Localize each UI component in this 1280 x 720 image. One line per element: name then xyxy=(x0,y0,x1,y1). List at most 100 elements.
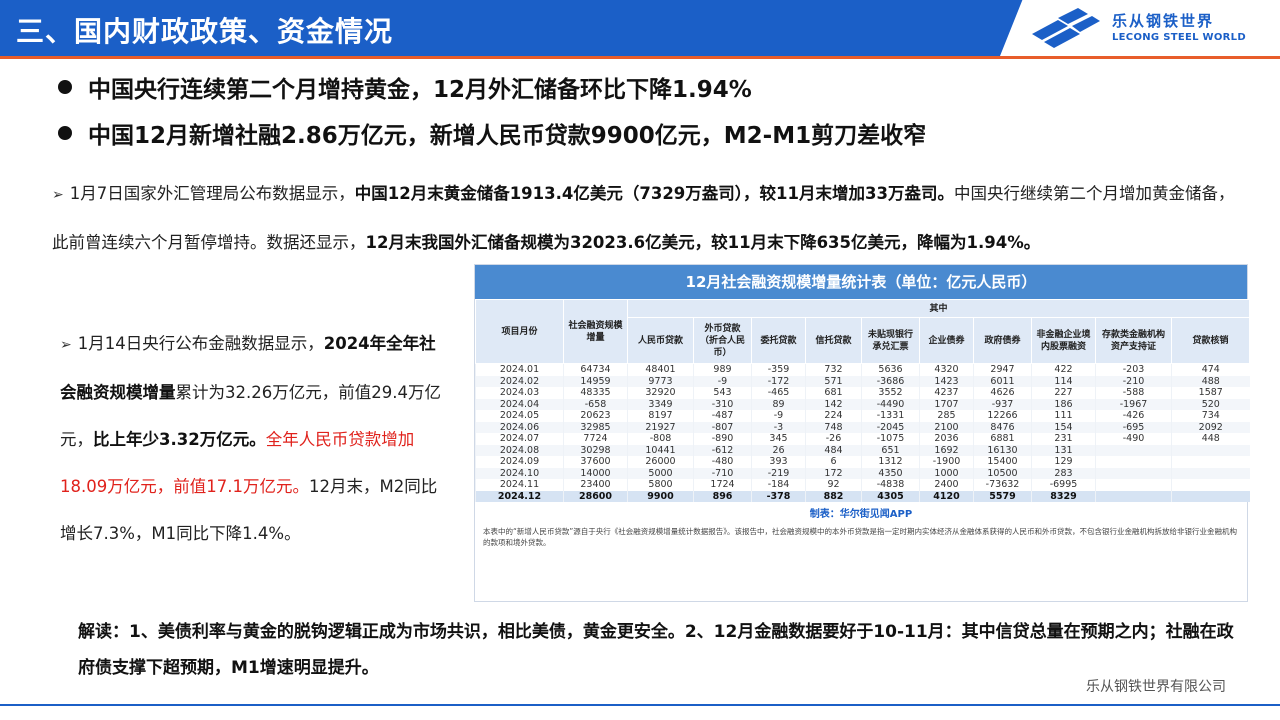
table-cell: 2024.09 xyxy=(475,456,564,468)
table-header-cell: 政府债券 xyxy=(973,317,1032,364)
table-cell: 1000 xyxy=(919,467,974,479)
table-cell xyxy=(1095,444,1172,456)
table-cell: 23400 xyxy=(563,479,628,491)
table-cell: -9 xyxy=(751,410,806,422)
table-cell: 111 xyxy=(1031,410,1096,422)
table-cell: 4237 xyxy=(919,387,974,399)
table-cell: -426 xyxy=(1095,410,1172,422)
table-cell: -4838 xyxy=(861,479,920,491)
table-cell: -219 xyxy=(751,467,806,479)
bullet-icon xyxy=(58,80,72,94)
table-cell: 26000 xyxy=(627,456,694,468)
table-cell: -487 xyxy=(693,410,752,422)
table-note: 本表中的“新增人民币贷款”源自于央行《社会融资规模增量统计数据报告》。该报告中，… xyxy=(483,527,1238,547)
table-cell: 2024.10 xyxy=(475,467,564,479)
table-cell: 520 xyxy=(1170,398,1250,410)
table-row: 2024.03 48335 32920 543 -465 681 3552 4237 4626 2… xyxy=(475,387,1250,399)
financing-table: 项目月份 社会融资规模增量 其中 人民币贷款 外币贷款（折合人民币） 委托贷款 信托贷… xyxy=(475,299,1251,502)
table-cell: 89 xyxy=(751,398,806,410)
table-cell: 748 xyxy=(805,421,862,433)
table-cell: 172 xyxy=(805,467,862,479)
logo-text-en: LECONG STEEL WORLD xyxy=(1112,32,1246,43)
table-header-cell: 非金融企业境内股票融资 xyxy=(1031,317,1096,364)
table-cell: 154 xyxy=(1031,421,1096,433)
table-cell: 10500 xyxy=(973,467,1032,479)
table-cell: 10441 xyxy=(627,444,694,456)
table-cell: -480 xyxy=(693,456,752,468)
table-cell: 14959 xyxy=(563,375,628,387)
table-cell: 882 xyxy=(805,490,862,502)
table-cell: -3 xyxy=(751,421,806,433)
table-cell: -695 xyxy=(1095,421,1172,433)
table-cell: 2036 xyxy=(919,433,974,445)
table-cell xyxy=(1170,444,1250,456)
headline-text: 中国12月新增社融2.86万亿元，新增人民币贷款9900亿元，M2-M1剪刀差收… xyxy=(88,123,927,149)
table-cell: -1967 xyxy=(1095,398,1172,410)
table-cell: 4120 xyxy=(919,490,974,502)
para2-text-3: 12月末，M2同比增长7.3%，M1同比下降1.4%。 xyxy=(60,477,438,543)
table-cell: 32985 xyxy=(563,421,628,433)
table-cell: 5000 xyxy=(627,467,694,479)
table-cell xyxy=(1170,479,1250,491)
table-header-cell: 未贴现银行承兑汇票 xyxy=(861,317,920,364)
table-cell: 285 xyxy=(919,410,974,422)
table-cell: 32920 xyxy=(627,387,694,399)
headline-text: 中国央行连续第二个月增持黄金，12月外汇储备环比下降1.94% xyxy=(88,77,752,103)
table-cell: 734 xyxy=(1170,410,1250,422)
table-cell: 484 xyxy=(805,444,862,456)
table-cell: 2100 xyxy=(919,421,974,433)
table-cell: 227 xyxy=(1031,387,1096,399)
table-cell: -808 xyxy=(627,433,694,445)
table-cell: 2024.08 xyxy=(475,444,564,456)
page-title: 三、国内财政政策、资金情况 xyxy=(16,15,394,48)
table-cell: 393 xyxy=(751,456,806,468)
table-cell: -184 xyxy=(751,479,806,491)
table-title: 12月社会融资规模增量统计表（单位：亿元人民币） xyxy=(475,265,1247,299)
table-header-cell: 贷款核销 xyxy=(1170,317,1251,364)
table-row: 2024.10 14000 5000 -710 -219 172 4350 1000 10500… xyxy=(475,467,1250,479)
table-cell: 6011 xyxy=(973,375,1032,387)
table-cell: 3349 xyxy=(627,398,694,410)
table-cell: 1587 xyxy=(1170,387,1250,399)
table-cell: -807 xyxy=(693,421,752,433)
table-cell xyxy=(1170,490,1250,502)
table-cell: -6995 xyxy=(1031,479,1096,491)
table-cell: -210 xyxy=(1095,375,1172,387)
table-cell: -937 xyxy=(973,398,1032,410)
table-cell: 6881 xyxy=(973,433,1032,445)
table-cell: 2024.07 xyxy=(475,433,564,445)
table-cell: -890 xyxy=(693,433,752,445)
table-cell: 2092 xyxy=(1170,421,1250,433)
table-cell: 2947 xyxy=(973,363,1032,376)
table-header-cell: 存款类金融机构资产支持证 xyxy=(1095,317,1172,364)
table-row: 2024.08 30298 10441 -612 26 484 651 1692 16130 13… xyxy=(475,444,1250,456)
table-cell: 48401 xyxy=(627,363,694,376)
table-cell: -1900 xyxy=(919,456,974,468)
logo-icon xyxy=(1032,8,1100,48)
para1-bold-1: 中国12月末黄金储备1913.4亿美元（7329万盎司），较11月末增加33万盎… xyxy=(354,184,954,203)
table-cell: 989 xyxy=(693,363,752,376)
table-cell: 283 xyxy=(1031,467,1096,479)
table-cell: 5800 xyxy=(627,479,694,491)
table-credit: 制表：华尔街见闻APP xyxy=(809,509,913,520)
table-cell: -490 xyxy=(1095,433,1172,445)
arrow-bullet-icon: ➢ xyxy=(60,337,72,353)
para1-text-1: 1月7日国家外汇管理局公布数据显示， xyxy=(69,184,355,203)
table-cell: -73632 xyxy=(973,479,1032,491)
table-cell xyxy=(1170,467,1250,479)
table-cell: 186 xyxy=(1031,398,1096,410)
table-cell: 14000 xyxy=(563,467,628,479)
table-cell: 231 xyxy=(1031,433,1096,445)
table-header-cell: 社会融资规模增量 xyxy=(563,299,628,364)
table-cell: 5636 xyxy=(861,363,920,376)
table-row: 2024.07 7724 -808 -890 345 -26 -1075 2036 6881 23… xyxy=(475,433,1250,445)
table-cell: -1075 xyxy=(861,433,920,445)
table-cell: 2024.02 xyxy=(475,375,564,387)
table-cell: -588 xyxy=(1095,387,1172,399)
table-cell: 26 xyxy=(751,444,806,456)
table-cell: 2024.05 xyxy=(475,410,564,422)
table-cell: 571 xyxy=(805,375,862,387)
table-cell: 345 xyxy=(751,433,806,445)
table-cell: 224 xyxy=(805,410,862,422)
table-cell: 1692 xyxy=(919,444,974,456)
